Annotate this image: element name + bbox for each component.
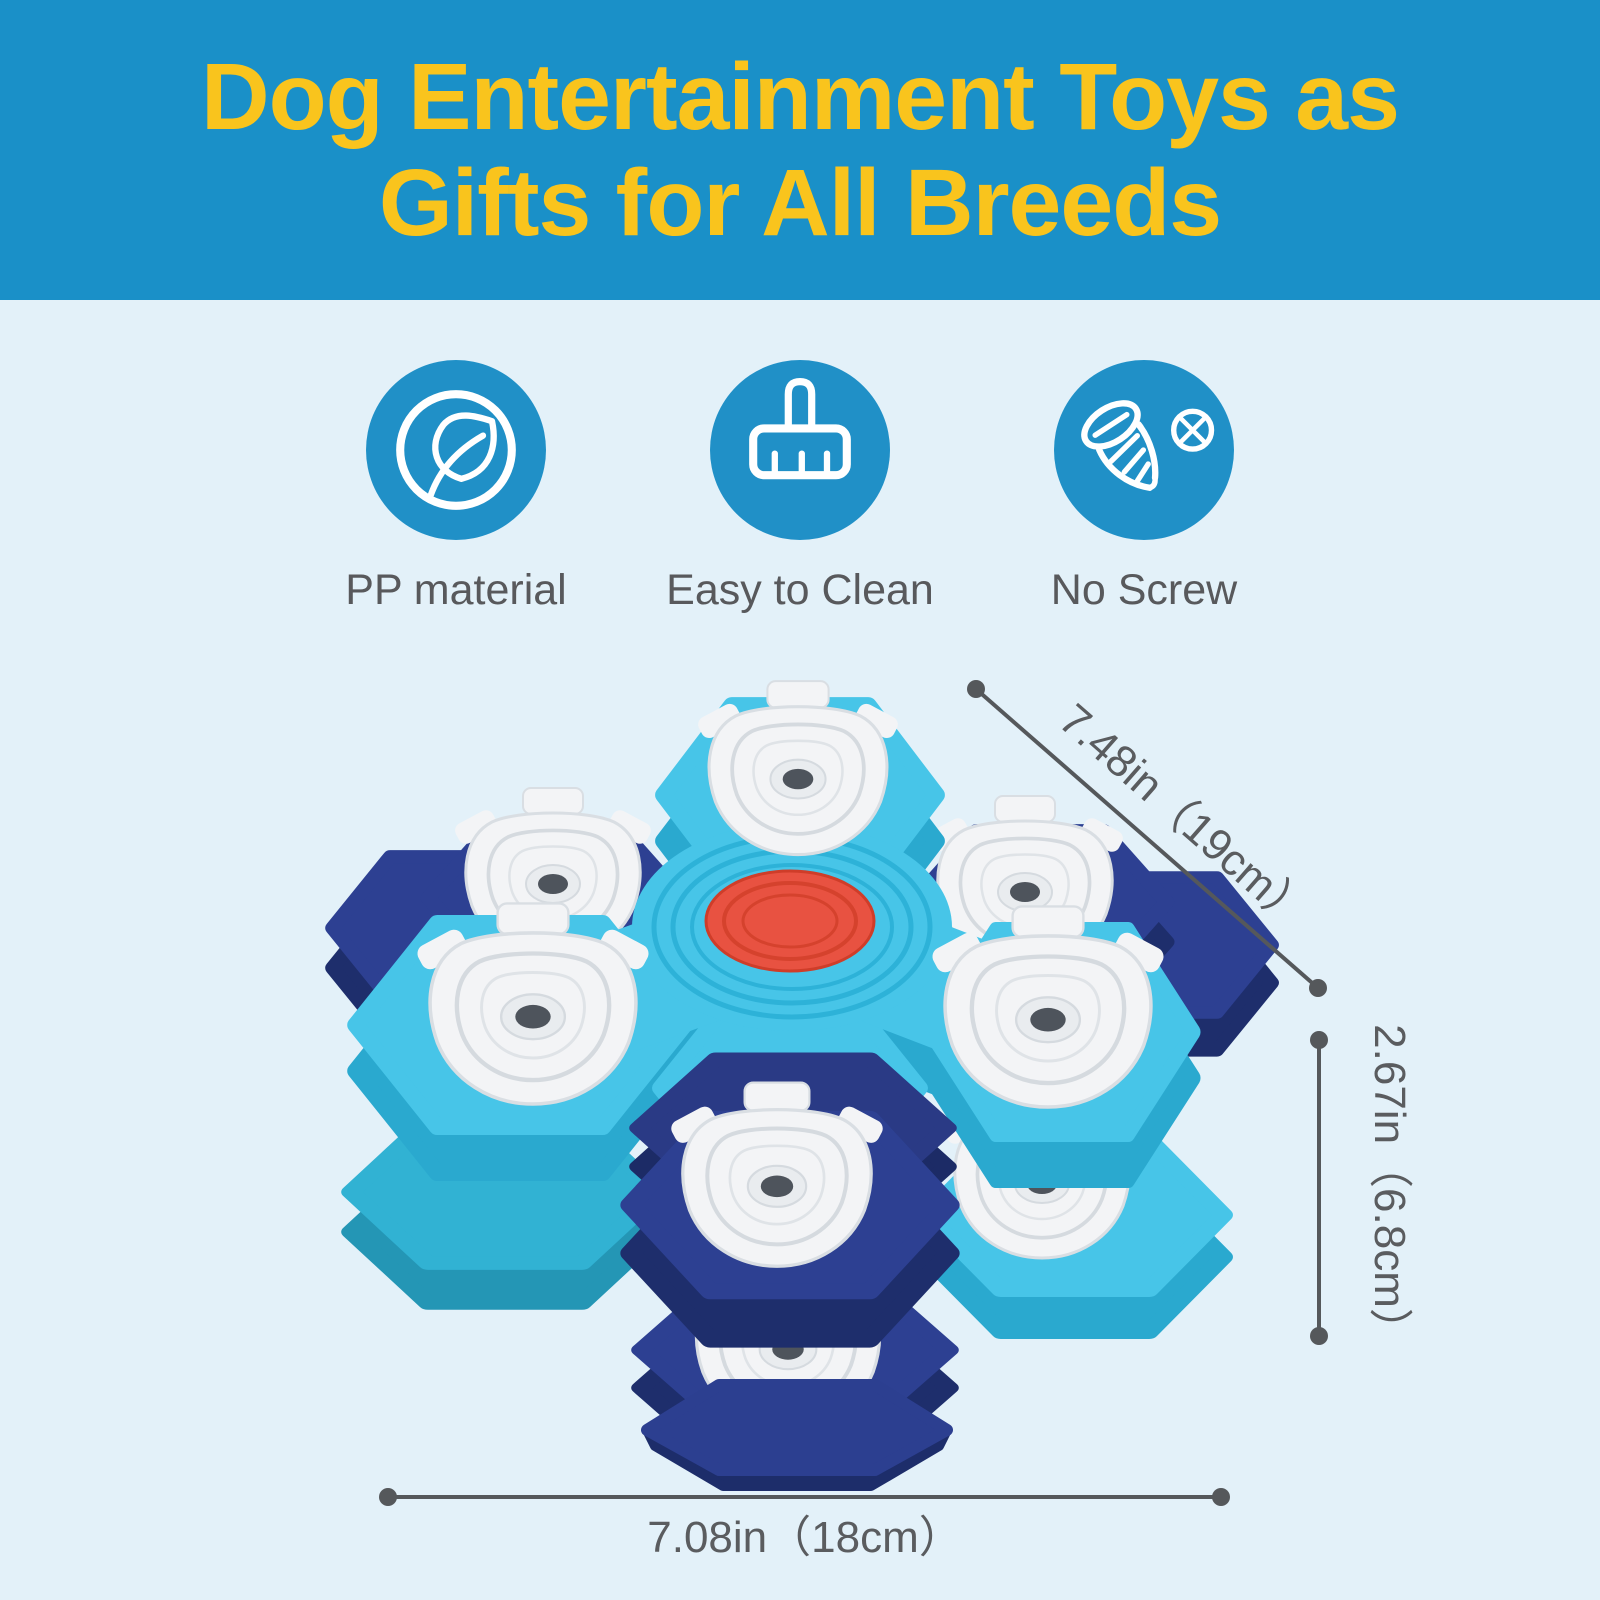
feature-label: PP material (345, 566, 567, 614)
toy-bottom-tier (641, 1379, 953, 1491)
header-banner: Dog Entertainment Toys as Gifts for All … (0, 0, 1600, 300)
dimension-height-label: 2.67in（6.8cm） (1365, 1024, 1414, 1352)
leaf-icon (366, 360, 546, 540)
toy-illustration (332, 681, 1272, 1491)
no-screw-icon (1054, 360, 1234, 540)
page-title-line2: Gifts for All Breeds (378, 150, 1222, 256)
feature-label: No Screw (1050, 566, 1238, 614)
dimension-width-label: 7.08in（18cm） (647, 1513, 962, 1562)
feature-label: Easy to Clean (666, 566, 934, 614)
broom-icon (710, 360, 890, 540)
feature-row: PP material Easy to Clean (0, 300, 1600, 615)
dimension-width: 7.08in（18cm） (379, 1488, 1230, 1562)
feature-pp-material: PP material (284, 300, 628, 615)
dimension-height: 2.67in（6.8cm） (1310, 1024, 1414, 1352)
toy-red-button (704, 869, 876, 973)
feature-no-screw: No Screw (972, 300, 1316, 615)
page-title-line1: Dog Entertainment Toys as (201, 43, 1400, 150)
feature-easy-clean: Easy to Clean (628, 300, 972, 615)
